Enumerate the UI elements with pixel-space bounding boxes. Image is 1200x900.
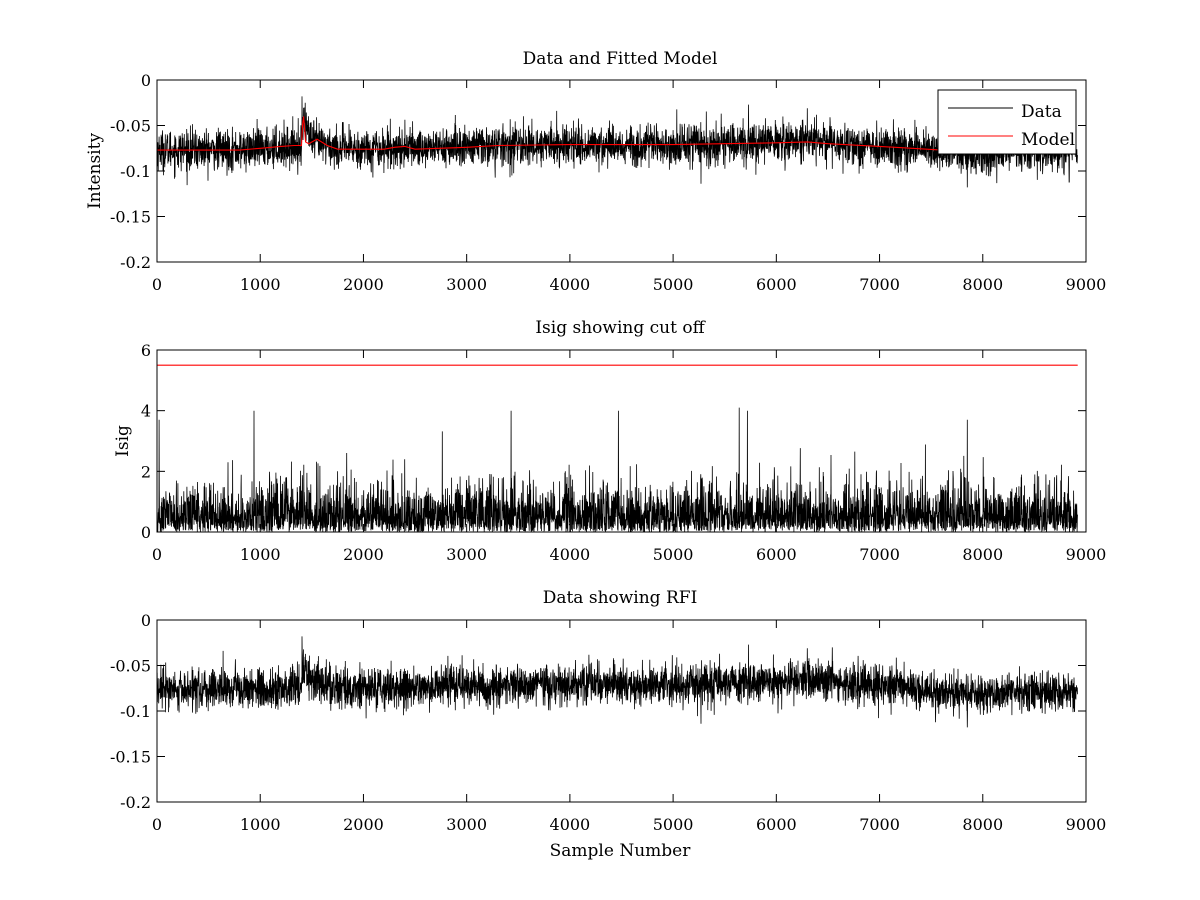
y-tick-label: -0.15	[110, 208, 151, 227]
panel-3-title: Data showing RFI	[543, 588, 698, 608]
panel-2-ylabel: Isig	[113, 425, 133, 457]
x-tick-label: 7000	[859, 275, 900, 294]
x-tick-label: 2000	[343, 275, 384, 294]
panel-1-series-model	[157, 116, 942, 151]
x-tick-label: 5000	[653, 815, 694, 834]
x-tick-label: 4000	[550, 275, 591, 294]
x-tick-label: 3000	[446, 815, 487, 834]
x-tick-label: 6000	[756, 275, 797, 294]
panel-1-title: Data and Fitted Model	[523, 49, 718, 69]
y-tick-label: -0.05	[110, 657, 151, 676]
x-tick-label: 1000	[240, 545, 281, 564]
y-tick-label: 0	[141, 611, 151, 630]
x-tick-label: 3000	[446, 275, 487, 294]
panel-3: Data showing RFI 0 1000 2000 3000 4000 5000 60…	[110, 588, 1106, 861]
x-tick-label: 4000	[550, 815, 591, 834]
x-tick-label: 9000	[1066, 545, 1107, 564]
x-tick-label: 1000	[240, 275, 281, 294]
x-tick-label: 5000	[653, 545, 694, 564]
panel-3-plot: 0 1000 2000 3000 4000 5000 6000 7000 8000 9000 -0.…	[110, 611, 1106, 834]
x-tick-label: 2000	[343, 815, 384, 834]
y-tick-label: 6	[141, 341, 151, 360]
x-tick-label: 0	[152, 815, 162, 834]
x-tick-label: 3000	[446, 545, 487, 564]
panel-2-title: Isig showing cut off	[535, 318, 706, 338]
y-tick-label: -0.1	[120, 162, 151, 181]
y-tick-label: 0	[141, 71, 151, 90]
panel-3-series-data	[156, 636, 1078, 728]
y-tick-label: 4	[141, 402, 151, 421]
x-tick-label: 5000	[653, 275, 694, 294]
panel-2-series-data	[156, 407, 1078, 533]
y-tick-label: -0.1	[120, 702, 151, 721]
x-tick-label: 0	[152, 275, 162, 294]
x-tick-label: 2000	[343, 545, 384, 564]
panel-1: Data and Fitted Model 0 1000 2000 3000 4000 5…	[85, 49, 1106, 294]
x-tick-label: 4000	[550, 545, 591, 564]
y-tick-label: -0.05	[110, 117, 151, 136]
x-tick-label: 7000	[859, 545, 900, 564]
x-tick-label: 0	[152, 545, 162, 564]
y-tick-label: -0.2	[120, 253, 151, 272]
x-tick-label: 9000	[1066, 275, 1107, 294]
x-tick-label: 9000	[1066, 815, 1107, 834]
x-tick-label: 8000	[962, 275, 1003, 294]
x-tick-label: 8000	[962, 815, 1003, 834]
y-tick-label: -0.2	[120, 793, 151, 812]
panel-1-legend: Data Model	[937, 89, 1077, 155]
panel-1-ylabel: Intensity	[85, 133, 105, 209]
x-tick-label: 6000	[756, 545, 797, 564]
panel-2: Isig showing cut off 0 1000 2000 3000 4000 50…	[113, 318, 1106, 564]
x-tick-label: 6000	[756, 815, 797, 834]
panel-3-xlabel: Sample Number	[550, 841, 692, 861]
panel-2-plot: 0 1000 2000 3000 4000 5000 6000 7000 8000 9000 0 2 4…	[141, 341, 1107, 564]
x-tick-label: 8000	[962, 545, 1003, 564]
panel-1-plot: 0 1000 2000 3000 4000 5000 6000 7000 8000 9000 -0.…	[110, 71, 1106, 294]
x-tick-label: 7000	[859, 815, 900, 834]
y-tick-label: 2	[141, 462, 151, 481]
legend-label-data: Data	[1021, 102, 1062, 122]
x-tick-label: 1000	[240, 815, 281, 834]
y-tick-label: 0	[141, 523, 151, 542]
y-tick-label: -0.15	[110, 748, 151, 767]
legend-box	[937, 89, 1077, 155]
panel-2-axes-box	[156, 349, 1087, 533]
legend-label-model: Model	[1021, 130, 1075, 150]
